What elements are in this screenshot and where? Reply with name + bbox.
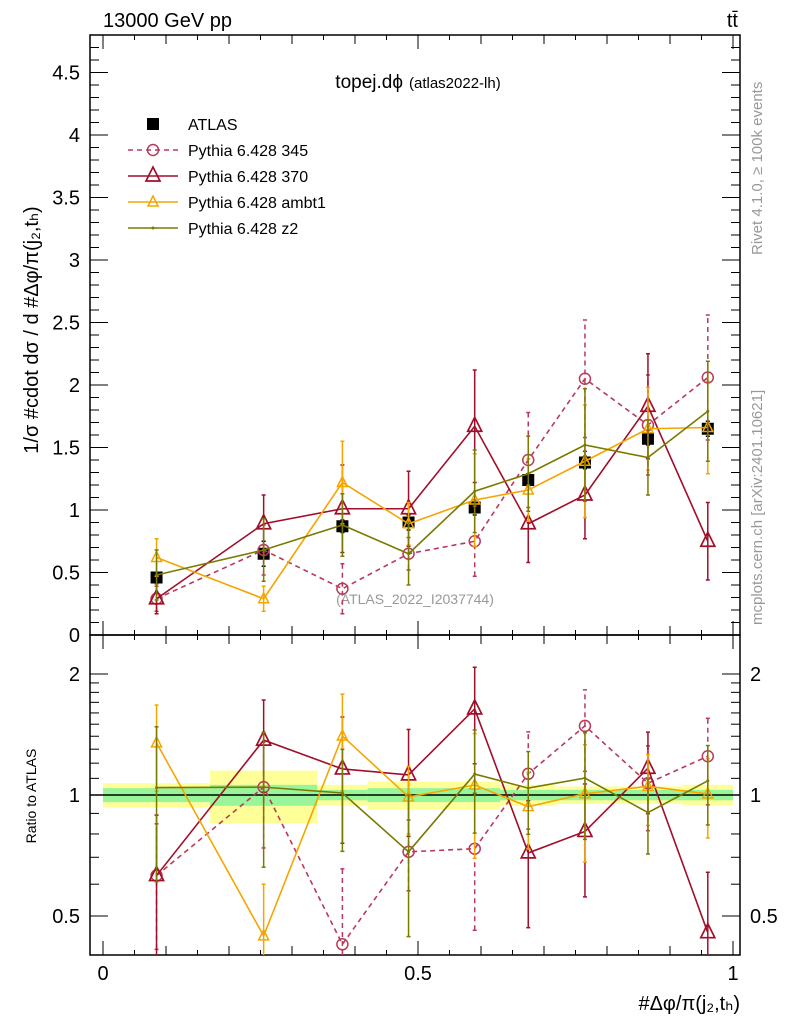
y-tick-label: 4 (69, 125, 80, 147)
legend-label: Pythia 6.428 370 (188, 169, 308, 186)
ratio-y-tick-label-right: 1 (750, 785, 761, 807)
x-tick-label: 0.5 (404, 963, 432, 985)
y-axis-label: 1/σ #cdot dσ / d #Δφ/π(j₂,tₕ) (21, 206, 43, 453)
legend-marker (146, 194, 160, 207)
series-3-ratio-marker (257, 928, 270, 941)
series-2-marker (148, 587, 165, 605)
legend-label: Pythia 6.428 ambt1 (188, 195, 326, 212)
series-1-ratio-marker (578, 719, 592, 733)
ratio-y-axis-label: Ratio to ATLAS (23, 749, 39, 844)
series-3-ratio-marker (336, 728, 349, 741)
series-4-marker (583, 443, 587, 447)
watermark: (ATLAS_2022_I2037744) (336, 591, 494, 607)
header-left: 13000 GeV pp (103, 10, 232, 32)
series-4-marker (407, 552, 411, 556)
series-4 (154, 360, 710, 601)
series-4-marker (155, 573, 159, 577)
series-4-marker (473, 489, 477, 493)
header-right: tt̄ (727, 10, 739, 32)
series-4-marker (526, 472, 530, 476)
series-4-ratio (154, 725, 710, 938)
title-sub: (atlas2022-lh) (409, 75, 501, 92)
y-tick-label: 0.5 (52, 563, 80, 585)
series-4-ratio-marker (583, 776, 587, 780)
y-tick-label: 3.5 (52, 188, 80, 210)
y-tick-label: 1.5 (52, 438, 80, 460)
series-1-ratio-marker (336, 938, 349, 951)
series-4-marker (262, 548, 266, 552)
y-tick-label: 3 (69, 250, 80, 272)
series-4-ratio-marker (526, 786, 530, 790)
series-4-ratio-marker (155, 786, 159, 790)
series-4-ratio-marker (407, 850, 411, 854)
x-tick-label: 0 (97, 963, 108, 985)
series-0 (150, 420, 714, 584)
ratio-y-tick-label: 1 (69, 785, 80, 807)
y-tick-label: 4.5 (52, 63, 80, 85)
side-text-bottom: mcplots.cern.ch [arXiv:2401.10621] (749, 390, 766, 625)
side-text-top: Rivet 4.1.0, ≥ 100k events (749, 82, 766, 255)
series-4-ratio-marker (340, 791, 344, 795)
series-3-marker (257, 591, 270, 604)
series-1-marker (578, 372, 592, 385)
ratio-y-tick-label-right: 2 (750, 664, 761, 686)
series-3 (150, 380, 715, 612)
series-4-marker (340, 523, 344, 527)
series-1 (150, 314, 715, 615)
chart-title: topej.dϕ (atlas2022-lh) (335, 72, 500, 93)
series-2-marker (466, 415, 484, 433)
series-1-line (156, 376, 709, 600)
legend-marker (144, 165, 162, 182)
ratio-y-tick-label-right: 0.5 (750, 906, 778, 928)
series-2-line (156, 404, 709, 600)
plot-marks: 0 0.5 1 0 0.5 1 1.5 2 2.5 3 3.5 4 4.5 0.5 0.5 1 1 2 2 (52, 34, 778, 985)
y-tick-label: 2.5 (52, 313, 80, 335)
series-3-ratio-line (155, 734, 708, 938)
series-1-marker (336, 582, 349, 595)
ratio-y-tick-label: 2 (69, 664, 80, 686)
legend-label: Pythia 6.428 345 (188, 143, 308, 160)
x-axis-label: #Δφ/π(j₂,tₕ) (638, 993, 740, 1015)
legend-label: Pythia 6.428 z2 (188, 221, 298, 238)
series-4-ratio-marker (473, 772, 477, 776)
legend-label: ATLAS (188, 117, 238, 134)
series-4-ratio-marker (706, 779, 710, 783)
series-4-ratio-marker (262, 785, 266, 789)
series-4-marker (706, 409, 710, 413)
series-3-marker (336, 474, 349, 488)
legend-marker (146, 143, 160, 157)
series-4-ratio-marker (646, 811, 650, 815)
series-2-ratio-marker (699, 921, 717, 939)
series-2-marker (699, 530, 717, 548)
series-4-line (156, 410, 709, 576)
y-tick-label: 0 (69, 625, 80, 647)
title-main: topej.dϕ (335, 72, 403, 93)
y-tick-label: 1 (69, 500, 80, 522)
legend: ATLAS Pythia 6.428 345 Pythia 6.428 370 Pyt… (128, 117, 326, 238)
y-tick-label: 2 (69, 375, 80, 397)
series-4-marker (646, 456, 650, 459)
series-2-ratio-marker (519, 842, 537, 859)
series-2 (148, 353, 717, 615)
ratio-y-tick-label: 0.5 (52, 906, 80, 928)
legend-marker (151, 226, 155, 230)
series-2-ratio-marker (466, 698, 484, 715)
series-2-marker (519, 512, 537, 530)
x-tick-label: 1 (727, 963, 738, 985)
series-1-ratio-line (156, 724, 709, 946)
legend-marker (147, 118, 159, 130)
